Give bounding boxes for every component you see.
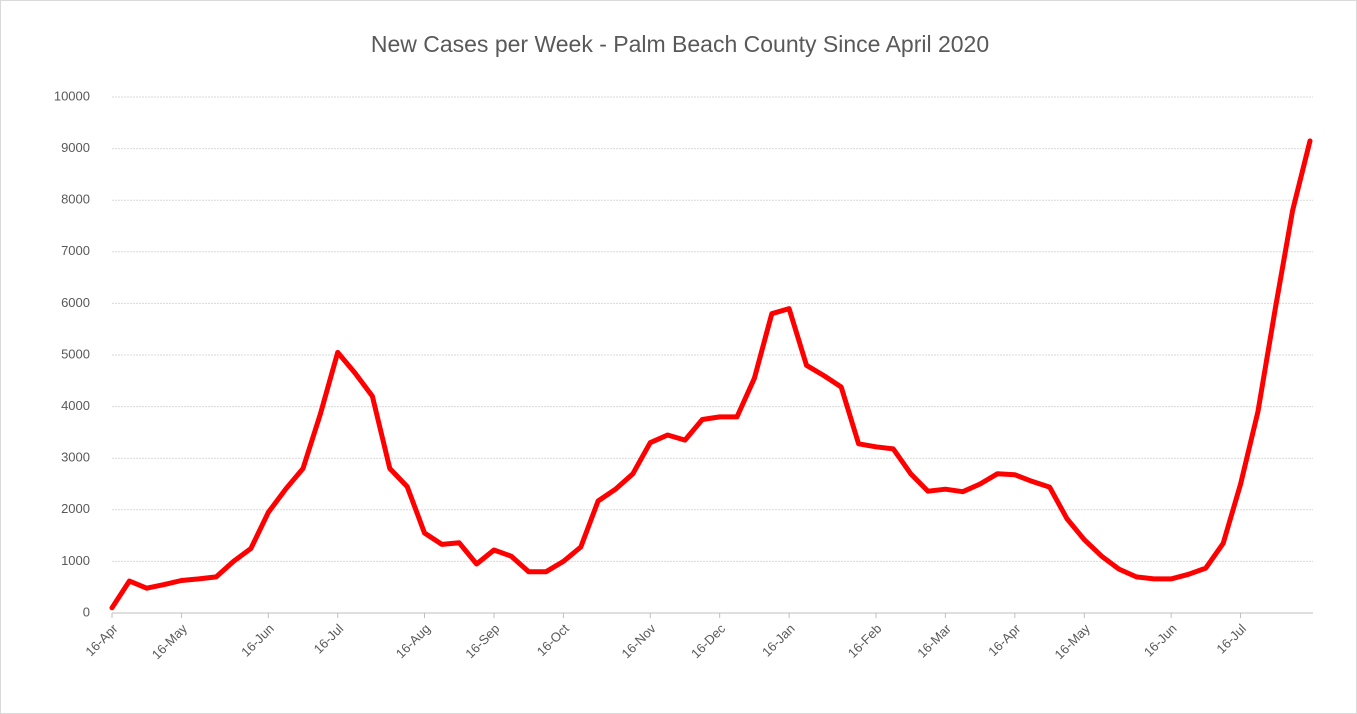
y-tick-label: 9000 bbox=[61, 140, 90, 155]
y-tick-label: 5000 bbox=[61, 346, 90, 361]
line bbox=[109, 138, 1313, 611]
y-tick-label: 8000 bbox=[61, 192, 90, 207]
y-tick-label: 1000 bbox=[61, 553, 90, 568]
y-tick-label: 2000 bbox=[61, 501, 90, 516]
y-tick-label: 7000 bbox=[61, 243, 90, 258]
y-tick-label: 0 bbox=[83, 604, 90, 619]
y-tick-label: 10000 bbox=[54, 88, 90, 103]
y-tick-label: 6000 bbox=[61, 295, 90, 310]
y-tick-label: 3000 bbox=[61, 450, 90, 465]
chart-title: New Cases per Week - Palm Beach County S… bbox=[371, 31, 989, 57]
y-tick-label: 4000 bbox=[61, 398, 90, 413]
